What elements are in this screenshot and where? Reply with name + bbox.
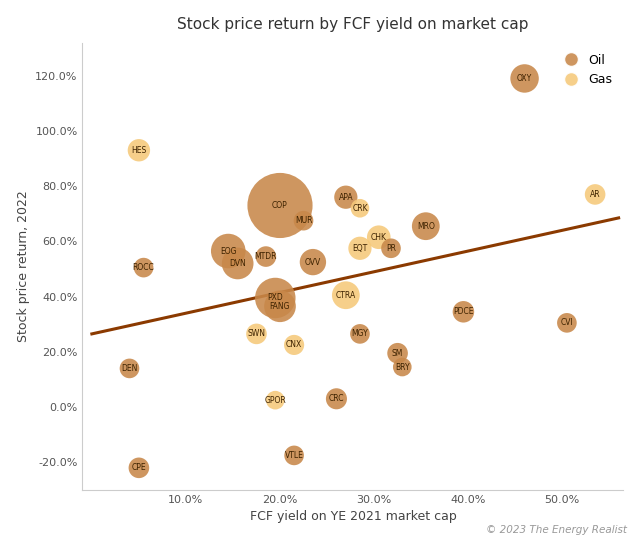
Text: CHK: CHK: [371, 233, 387, 242]
Text: OXY: OXY: [517, 74, 532, 83]
Point: [298, 217, 308, 225]
Text: AR: AR: [590, 190, 600, 199]
Text: MRO: MRO: [417, 222, 435, 231]
Text: MUR: MUR: [295, 216, 312, 225]
Y-axis label: Stock price return, 2022: Stock price return, 2022: [17, 191, 29, 342]
Text: GPOR: GPOR: [264, 396, 286, 404]
Point: [270, 294, 280, 302]
Point: [289, 451, 300, 460]
Text: HES: HES: [131, 146, 147, 155]
Point: [340, 193, 351, 201]
Point: [355, 244, 365, 253]
Text: BRY: BRY: [395, 362, 410, 372]
Title: Stock price return by FCF yield on market cap: Stock price return by FCF yield on marke…: [177, 17, 529, 32]
Text: CVI: CVI: [561, 319, 573, 327]
Text: CPE: CPE: [132, 463, 146, 472]
Text: PDCE: PDCE: [453, 307, 474, 316]
Point: [520, 74, 530, 83]
Point: [223, 247, 234, 255]
Point: [392, 349, 403, 357]
Text: © 2023 The Energy Realist: © 2023 The Energy Realist: [486, 524, 627, 535]
Text: CNX: CNX: [286, 340, 302, 349]
Text: COP: COP: [272, 201, 288, 210]
Text: OVV: OVV: [305, 258, 321, 267]
Text: MGY: MGY: [351, 329, 369, 339]
Point: [374, 233, 384, 241]
Text: EQT: EQT: [353, 244, 367, 253]
Point: [562, 319, 572, 327]
X-axis label: FCF yield on YE 2021 market cap: FCF yield on YE 2021 market cap: [250, 510, 456, 523]
Text: DVN: DVN: [229, 259, 246, 268]
Point: [355, 204, 365, 213]
Point: [260, 252, 271, 261]
Text: MTDR: MTDR: [255, 252, 277, 261]
Point: [308, 258, 318, 266]
Point: [340, 291, 351, 300]
Point: [275, 201, 285, 210]
Point: [355, 329, 365, 338]
Point: [252, 329, 262, 338]
Point: [270, 396, 280, 404]
Text: SWN: SWN: [248, 329, 266, 339]
Text: ROCC: ROCC: [132, 263, 154, 272]
Text: CTRA: CTRA: [336, 291, 356, 300]
Point: [232, 259, 243, 268]
Point: [289, 341, 300, 349]
Text: APA: APA: [339, 193, 353, 202]
Point: [458, 307, 468, 316]
Text: EOG: EOG: [220, 247, 237, 255]
Point: [420, 222, 431, 231]
Point: [134, 463, 144, 472]
Point: [386, 244, 396, 253]
Text: CRC: CRC: [329, 394, 344, 403]
Point: [124, 364, 134, 373]
Text: CRK: CRK: [352, 204, 368, 213]
Text: VTLE: VTLE: [285, 451, 303, 460]
Text: SM: SM: [392, 349, 403, 357]
Text: PXD: PXD: [268, 294, 283, 302]
Point: [397, 363, 408, 372]
Point: [275, 302, 285, 310]
Legend: Oil, Gas: Oil, Gas: [553, 49, 617, 91]
Point: [590, 190, 600, 199]
Point: [138, 264, 148, 272]
Point: [332, 394, 342, 403]
Text: PR: PR: [386, 244, 396, 253]
Point: [134, 146, 144, 154]
Text: FANG: FANG: [269, 302, 291, 311]
Text: DEN: DEN: [122, 364, 138, 373]
